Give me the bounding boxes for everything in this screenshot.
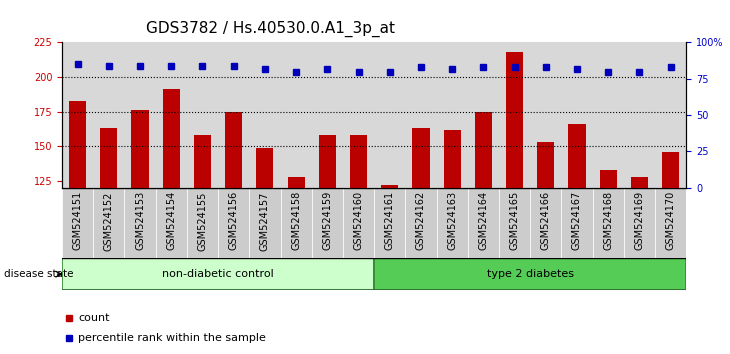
Text: GSM524167: GSM524167 xyxy=(572,191,582,250)
Bar xyxy=(474,112,492,188)
Bar xyxy=(374,258,686,290)
Text: GSM524159: GSM524159 xyxy=(323,191,332,250)
Text: GSM524163: GSM524163 xyxy=(447,191,457,250)
Bar xyxy=(444,130,461,188)
Bar xyxy=(569,124,585,188)
Bar xyxy=(124,42,155,188)
Text: GSM524151: GSM524151 xyxy=(73,191,82,250)
Bar xyxy=(280,42,312,188)
Bar xyxy=(537,142,554,188)
Bar xyxy=(561,42,593,188)
Bar xyxy=(280,188,312,258)
Bar xyxy=(93,188,124,258)
Text: GSM524158: GSM524158 xyxy=(291,191,301,250)
Bar xyxy=(468,42,499,188)
Bar xyxy=(62,258,374,290)
Bar xyxy=(499,42,530,188)
Text: GSM524170: GSM524170 xyxy=(666,191,675,250)
Bar xyxy=(593,188,624,258)
Text: percentile rank within the sample: percentile rank within the sample xyxy=(79,333,266,343)
Bar xyxy=(194,135,211,188)
Bar xyxy=(468,188,499,258)
Text: GSM524166: GSM524166 xyxy=(541,191,550,250)
Bar xyxy=(155,188,187,258)
Bar xyxy=(593,42,624,188)
Text: GSM524169: GSM524169 xyxy=(634,191,645,250)
Bar xyxy=(374,42,405,188)
Bar xyxy=(312,42,343,188)
Bar xyxy=(225,112,242,188)
Bar xyxy=(62,42,93,188)
Bar xyxy=(100,128,118,188)
Bar xyxy=(343,188,374,258)
Text: GSM524156: GSM524156 xyxy=(228,191,239,250)
Bar xyxy=(506,52,523,188)
Bar xyxy=(288,177,304,188)
Bar xyxy=(624,188,655,258)
Text: GSM524168: GSM524168 xyxy=(603,191,613,250)
Text: GSM524164: GSM524164 xyxy=(478,191,488,250)
Bar xyxy=(599,170,617,188)
Bar xyxy=(655,42,686,188)
Bar xyxy=(530,188,561,258)
Text: GSM524154: GSM524154 xyxy=(166,191,176,250)
Bar xyxy=(249,188,280,258)
Bar xyxy=(437,188,468,258)
Bar xyxy=(218,188,250,258)
Bar xyxy=(187,42,218,188)
Text: GDS3782 / Hs.40530.0.A1_3p_at: GDS3782 / Hs.40530.0.A1_3p_at xyxy=(146,21,395,38)
Bar xyxy=(374,188,405,258)
Bar xyxy=(62,188,93,258)
Bar xyxy=(655,188,686,258)
Text: type 2 diabetes: type 2 diabetes xyxy=(487,269,574,279)
Text: disease state: disease state xyxy=(4,269,73,279)
Bar xyxy=(124,188,155,258)
Bar xyxy=(319,135,336,188)
Bar xyxy=(163,90,180,188)
Text: GSM524153: GSM524153 xyxy=(135,191,145,250)
Bar xyxy=(624,42,655,188)
Text: GSM524162: GSM524162 xyxy=(416,191,426,250)
Bar xyxy=(631,177,648,188)
Bar xyxy=(187,188,218,258)
Bar xyxy=(499,188,530,258)
Text: non-diabetic control: non-diabetic control xyxy=(162,269,274,279)
Text: GSM524152: GSM524152 xyxy=(104,191,114,251)
Text: GSM524165: GSM524165 xyxy=(510,191,520,250)
Bar xyxy=(69,101,86,188)
Text: GSM524157: GSM524157 xyxy=(260,191,270,251)
Bar xyxy=(249,42,280,188)
Bar xyxy=(405,42,437,188)
Bar xyxy=(256,148,274,188)
Text: count: count xyxy=(79,313,110,323)
Bar xyxy=(561,188,593,258)
Bar xyxy=(437,42,468,188)
Bar xyxy=(405,188,437,258)
Bar xyxy=(343,42,374,188)
Bar xyxy=(381,185,399,188)
Bar xyxy=(662,152,679,188)
Bar xyxy=(218,42,250,188)
Bar xyxy=(530,42,561,188)
Bar xyxy=(131,110,149,188)
Bar xyxy=(312,188,343,258)
Text: GSM524155: GSM524155 xyxy=(198,191,207,251)
Bar xyxy=(155,42,187,188)
Text: GSM524160: GSM524160 xyxy=(353,191,364,250)
Bar xyxy=(350,135,367,188)
Bar xyxy=(93,42,124,188)
Text: GSM524161: GSM524161 xyxy=(385,191,395,250)
Bar xyxy=(412,128,429,188)
